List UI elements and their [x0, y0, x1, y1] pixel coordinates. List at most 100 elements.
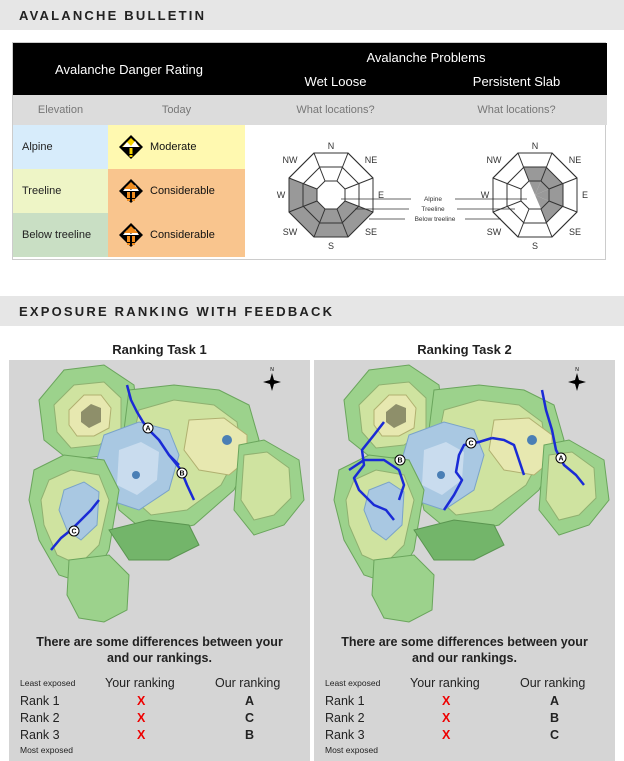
our-rank-3-value: B: [245, 728, 255, 742]
compass-nw: NW: [283, 155, 298, 165]
elevation-cell: Below treeline: [13, 213, 108, 257]
terrain-map-1[interactable]: A B C N: [9, 360, 310, 625]
our-rank-1-value: A: [550, 694, 560, 708]
row-alpine: Alpine Moderate: [13, 125, 245, 169]
section-header: EXPOSURE RANKING WITH FEEDBACK: [0, 296, 624, 326]
your-rank-2-mark: X: [137, 711, 146, 725]
danger-considerable-icon: [119, 179, 143, 203]
elevation-cell: Treeline: [13, 169, 108, 213]
route-c-marker[interactable]: [68, 525, 80, 537]
rank-3-label: Rank 3: [20, 728, 60, 742]
feedback-message: There are some differences between your …: [314, 634, 615, 666]
danger-considerable-icon: [119, 223, 143, 247]
north-arrow-icon: N: [263, 367, 281, 391]
north-arrow-icon: N: [568, 367, 586, 391]
your-ranking-header: Your ranking: [410, 676, 480, 690]
route-a-marker[interactable]: [555, 452, 567, 464]
rank-1-label: Rank 1: [20, 694, 60, 708]
bulletin-table: Avalanche Danger Rating Avalanche Proble…: [12, 42, 607, 260]
rating-cell: Moderate: [108, 125, 245, 169]
route-markers: A B C: [394, 437, 567, 466]
task-1-title: Ranking Task 1: [112, 342, 207, 357]
terrain: [28, 364, 305, 623]
elevation-col: Elevation: [37, 104, 84, 116]
route-a-marker[interactable]: [142, 422, 154, 434]
compass-s: S: [532, 241, 538, 251]
task-2-title: Ranking Task 2: [417, 342, 512, 357]
compass-se: SE: [365, 227, 377, 237]
rank-2-label: Rank 2: [20, 711, 60, 725]
our-rank-2-value: B: [550, 711, 560, 725]
problems-title: Avalanche Problems: [366, 50, 486, 65]
route-b-label: B: [179, 471, 184, 478]
north-label: N: [270, 367, 274, 373]
rating-label: Considerable: [150, 229, 215, 241]
rank-3-label: Rank 3: [325, 728, 365, 742]
route-a-label: A: [558, 456, 563, 463]
compass-sw: SW: [487, 227, 502, 237]
table-header: Avalanche Danger Rating Avalanche Proble…: [13, 43, 607, 95]
rating-cell: Considerable: [108, 213, 245, 257]
row-below-treeline: Below treeline Considerable: [13, 213, 245, 257]
least-exposed-label: Least exposed: [20, 678, 76, 688]
compass-e: E: [582, 190, 588, 200]
our-ranking-header: Our ranking: [520, 676, 586, 690]
compass-se: SE: [569, 227, 581, 237]
our-rank-1-value: A: [245, 694, 255, 708]
compass-sw: SW: [283, 227, 298, 237]
rating-label: Considerable: [150, 185, 215, 197]
rose-wet-loose: [288, 152, 374, 238]
rating-label: Moderate: [150, 141, 197, 153]
feedback-line-1: There are some differences between your: [36, 635, 283, 649]
rose-label-below: Below treeline: [415, 216, 456, 223]
rank-1-label: Rank 1: [325, 694, 365, 708]
route-c-label: C: [468, 441, 473, 448]
your-rank-3-mark: X: [442, 728, 451, 742]
ranking-task-2-panel: A B C N There are some differences betwe…: [314, 360, 615, 761]
rose-label-treeline: Treeline: [421, 206, 445, 213]
subheader-row: Elevation Today What locations? What loc…: [13, 95, 607, 125]
danger-rating-title: Avalanche Danger Rating: [55, 62, 203, 77]
route-b-marker[interactable]: [176, 467, 188, 479]
our-ranking-header: Our ranking: [215, 676, 281, 690]
problem-wet-loose: Wet Loose: [304, 74, 367, 89]
feedback-message: There are some differences between your …: [9, 634, 310, 666]
north-label: N: [575, 367, 579, 373]
avalanche-bulletin-section: AVALANCHE BULLETIN: [0, 0, 624, 30]
route-b-marker[interactable]: [394, 454, 406, 466]
compass-e: E: [378, 190, 384, 200]
elevation-cell: Alpine: [13, 125, 108, 169]
rating-cell: Considerable: [108, 169, 245, 213]
route-c-label: C: [71, 529, 76, 536]
route-b-label: B: [397, 458, 402, 465]
locations-col-1: What locations?: [296, 104, 375, 116]
compass-n: N: [328, 141, 335, 151]
terrain-map-2[interactable]: A B C N: [314, 360, 615, 625]
aspect-elevation-roses: N NE E SE S SW W NW N NE E SE S SW W NW …: [277, 141, 588, 251]
our-rank-3-value: C: [550, 728, 560, 742]
most-exposed-label: Most exposed: [20, 745, 73, 755]
route-a-label: A: [145, 426, 150, 433]
route-c-marker[interactable]: [465, 437, 477, 449]
your-rank-1-mark: X: [442, 694, 451, 708]
ranking-task-1-panel: A B C N There are some differences betwe…: [9, 360, 310, 761]
compass-ne: NE: [569, 155, 582, 165]
feedback-line-2: and our rankings.: [412, 651, 517, 665]
danger-moderate-icon: [119, 135, 143, 159]
rose-label-alpine: Alpine: [424, 196, 442, 203]
rank-2-label: Rank 2: [325, 711, 365, 725]
compass-w: W: [481, 190, 490, 200]
your-ranking-header: Your ranking: [105, 676, 175, 690]
section-header: AVALANCHE BULLETIN: [0, 0, 624, 30]
compass-n: N: [532, 141, 539, 151]
your-rank-1-mark: X: [137, 694, 146, 708]
problem-persistent-slab: Persistent Slab: [472, 74, 561, 89]
compass-nw: NW: [487, 155, 502, 165]
feedback-line-1: There are some differences between your: [341, 635, 588, 649]
our-rank-2-value: C: [245, 711, 255, 725]
your-rank-3-mark: X: [137, 728, 146, 742]
rose-persistent-slab: [492, 152, 578, 238]
route-markers: A B C: [68, 422, 188, 537]
exposure-section: EXPOSURE RANKING WITH FEEDBACK: [0, 296, 624, 326]
your-rank-2-mark: X: [442, 711, 451, 725]
